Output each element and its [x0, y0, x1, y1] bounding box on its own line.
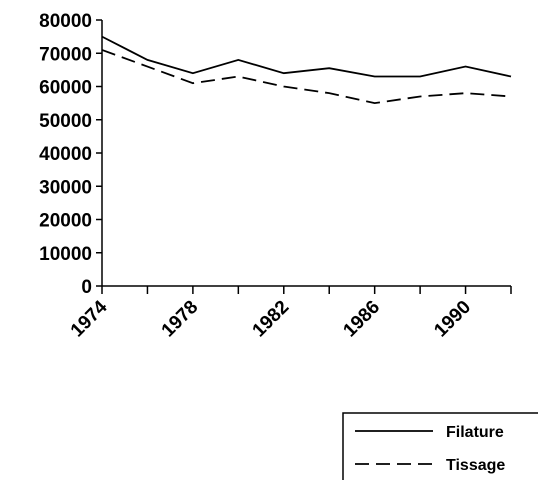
- x-tick-label: 1978: [158, 297, 203, 342]
- y-tick-label: 80000: [39, 11, 92, 32]
- y-tick-label: 60000: [39, 78, 92, 99]
- legend-label: Tissage: [446, 457, 505, 474]
- x-tick-label: 1986: [339, 297, 384, 342]
- y-tick-label: 50000: [39, 111, 92, 132]
- legend-label: Filature: [446, 424, 504, 441]
- y-tick-label: 20000: [39, 211, 92, 232]
- y-tick-label: 40000: [39, 144, 92, 165]
- y-tick-label: 30000: [39, 177, 92, 198]
- y-tick-label: 0: [81, 277, 92, 298]
- y-tick-label: 10000: [39, 244, 92, 265]
- x-tick-label: 1990: [430, 297, 475, 342]
- legend-box: [342, 412, 538, 480]
- series-line: [101, 35, 512, 78]
- x-tick-label: 1982: [249, 297, 294, 342]
- series-line: [101, 49, 512, 105]
- y-tick-label: 70000: [39, 44, 92, 65]
- x-tick-label: 1974: [67, 296, 112, 341]
